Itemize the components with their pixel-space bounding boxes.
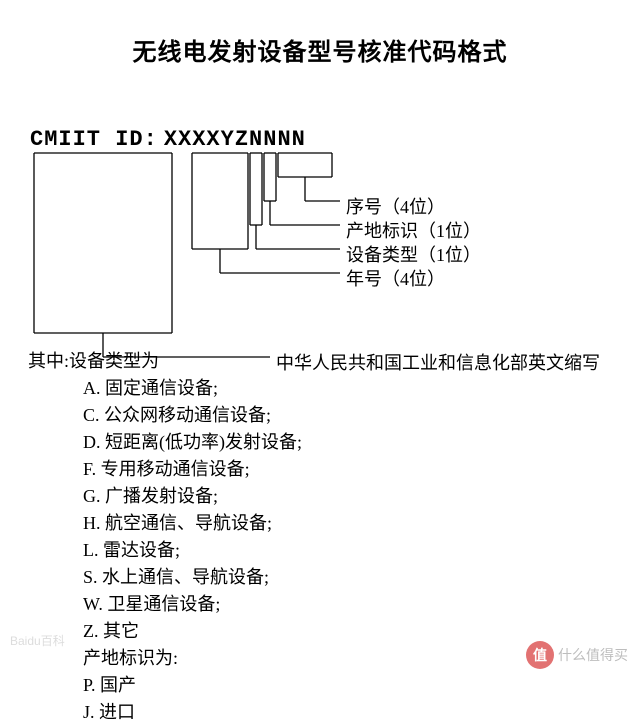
bracket-label: 年号（4位） [346,265,445,291]
bracket-label: 设备类型（1位） [346,241,481,267]
legend-item: C. 公众网移动通信设备; [28,402,302,429]
origin-item: J. 进口 [28,699,302,726]
watermark-left: Baidu百科 [10,632,65,649]
legend-item: S. 水上通信、导航设备; [28,564,302,591]
legend-item: L. 雷达设备; [28,537,302,564]
code-value: XXXXYZNNNN [164,127,306,152]
origin-item: P. 国产 [28,672,302,699]
page-title: 无线电发射设备型号核准代码格式 [0,0,640,67]
bracket-label: 产地标识（1位） [346,217,481,243]
code-line: CMIIT ID:XXXXYZNNNN [30,127,306,152]
legend-heading: 其中:设备类型为 [28,348,302,375]
origin-heading: 产地标识为: [28,645,302,672]
bracket-label: 中华人民共和国工业和信息化部英文缩写 [276,349,600,375]
legend-item: W. 卫星通信设备; [28,591,302,618]
watermark-badge-icon: 值 [526,641,554,669]
watermark-right: 值 什么值得买 [526,641,628,669]
legend-item: A. 固定通信设备; [28,375,302,402]
legend-section: 其中:设备类型为 A. 固定通信设备;C. 公众网移动通信设备;D. 短距离(低… [28,348,302,726]
bracket-label: 序号（4位） [346,193,445,219]
code-prefix: CMIIT ID: [30,127,158,152]
legend-item: F. 专用移动通信设备; [28,456,302,483]
watermark-text: 什么值得买 [558,645,628,665]
legend-item: H. 航空通信、导航设备; [28,510,302,537]
legend-item: D. 短距离(低功率)发射设备; [28,429,302,456]
legend-item: G. 广播发射设备; [28,483,302,510]
code-diagram: CMIIT ID:XXXXYZNNNN 序号（4位）产地标识（1位）设备类型（1… [0,127,640,347]
bracket-lines [30,151,610,371]
legend-item: Z. 其它 [28,618,302,645]
